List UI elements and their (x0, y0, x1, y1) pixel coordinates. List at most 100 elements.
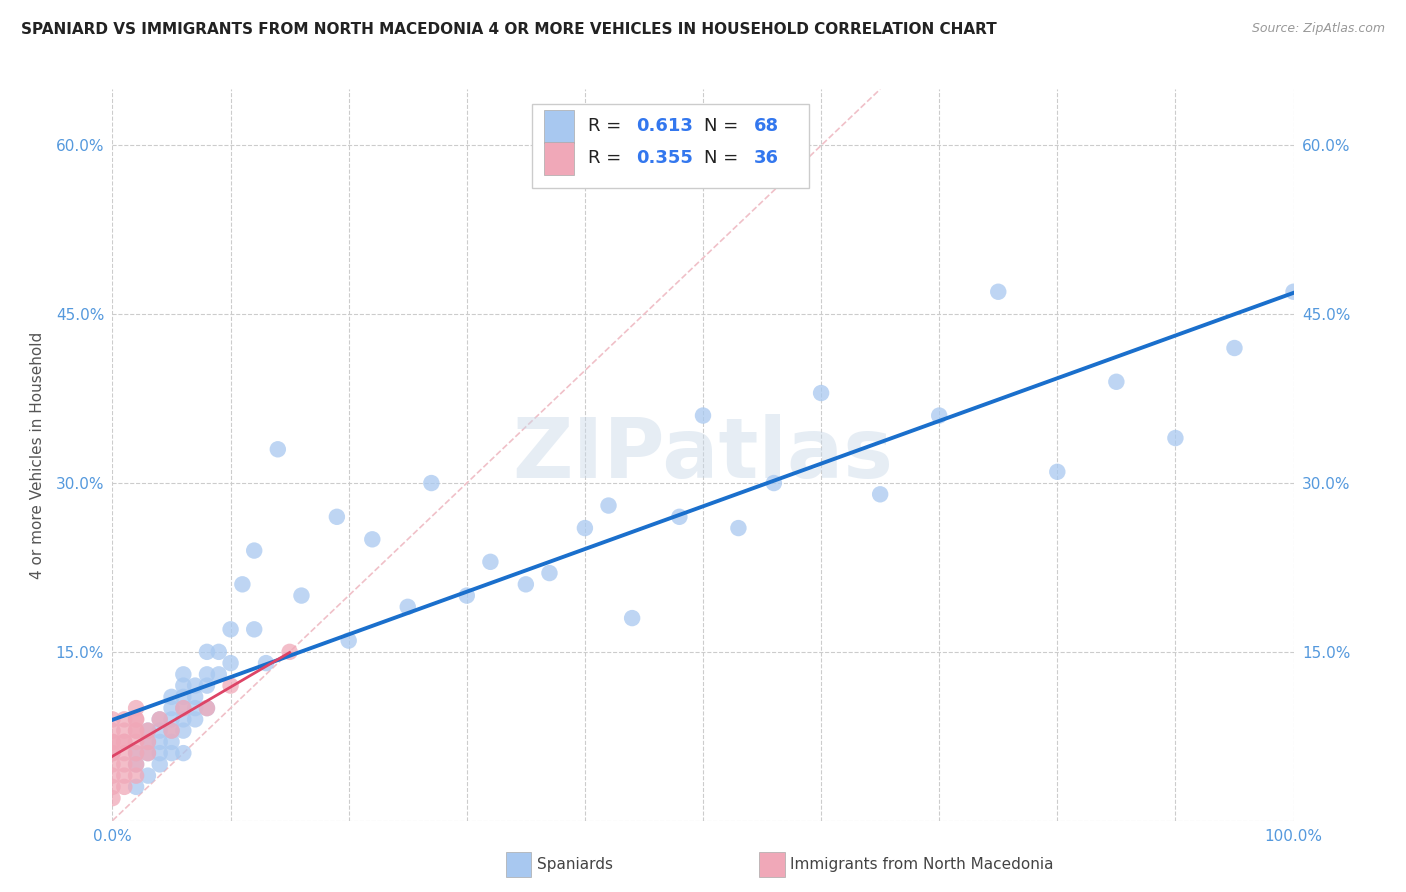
Point (101, 735, 124, 749)
Point (1164, 431, 1187, 445)
Point (101, 735, 124, 749)
Point (231, 577, 253, 591)
Text: N =: N = (704, 149, 744, 168)
Point (290, 589, 312, 603)
Point (172, 746, 194, 760)
Point (136, 746, 159, 760)
Point (149, 712, 172, 726)
Point (598, 499, 620, 513)
Point (101, 746, 124, 760)
Point (762, 476, 785, 491)
Point (101, 746, 124, 760)
Point (160, 723, 183, 738)
Point (125, 701, 148, 715)
Point (125, 712, 148, 726)
Point (396, 599, 419, 614)
Text: 36: 36 (754, 149, 779, 168)
Point (112, 712, 135, 726)
Text: 0.613: 0.613 (636, 117, 693, 135)
Point (538, 566, 561, 580)
Point (456, 589, 478, 603)
Point (101, 791, 124, 805)
Point (136, 723, 159, 738)
Point (136, 769, 159, 783)
Point (987, 285, 1010, 299)
Point (208, 667, 231, 681)
Point (184, 701, 207, 715)
Point (149, 712, 172, 726)
Point (1105, 375, 1128, 389)
Point (172, 712, 194, 726)
Point (149, 735, 172, 749)
Text: R =: R = (589, 117, 627, 135)
Point (243, 623, 266, 637)
Point (172, 723, 194, 738)
Point (101, 757, 124, 772)
Text: Source: ZipAtlas.com: Source: ZipAtlas.com (1251, 22, 1385, 36)
Point (160, 712, 183, 726)
Point (125, 757, 148, 772)
Point (869, 487, 891, 501)
Point (1223, 341, 1246, 355)
Point (361, 533, 384, 547)
Text: 0.355: 0.355 (636, 149, 693, 168)
Point (125, 723, 148, 738)
Y-axis label: 4 or more Vehicles in Household: 4 or more Vehicles in Household (30, 331, 45, 579)
Point (195, 645, 218, 659)
Point (112, 735, 135, 749)
FancyBboxPatch shape (531, 103, 810, 188)
Point (621, 611, 644, 625)
Text: ZIPatlas: ZIPatlas (513, 415, 893, 495)
Point (125, 757, 148, 772)
Point (125, 769, 148, 783)
Point (326, 509, 349, 524)
Point (101, 769, 124, 783)
Point (160, 735, 183, 749)
Point (172, 690, 194, 704)
Point (112, 769, 135, 783)
Text: N =: N = (704, 117, 744, 135)
Point (928, 409, 950, 423)
Point (195, 667, 218, 681)
Point (278, 645, 301, 659)
Point (1282, 285, 1305, 299)
FancyBboxPatch shape (544, 110, 574, 143)
Point (219, 679, 242, 693)
Point (125, 780, 148, 794)
Point (208, 645, 231, 659)
Point (184, 679, 207, 693)
Point (101, 723, 124, 738)
Point (125, 735, 148, 749)
Text: 68: 68 (754, 117, 779, 135)
Point (1046, 465, 1069, 479)
Point (727, 521, 749, 535)
Text: Spaniards: Spaniards (537, 857, 613, 871)
Point (125, 712, 148, 726)
Point (267, 442, 290, 457)
Point (136, 735, 159, 749)
Point (125, 723, 148, 738)
Point (810, 386, 832, 401)
Point (136, 723, 159, 738)
Point (668, 509, 690, 524)
Point (219, 623, 242, 637)
Point (172, 679, 194, 693)
Point (149, 723, 172, 738)
Point (112, 735, 135, 749)
Point (160, 746, 183, 760)
Text: SPANIARD VS IMMIGRANTS FROM NORTH MACEDONIA 4 OR MORE VEHICLES IN HOUSEHOLD CORR: SPANIARD VS IMMIGRANTS FROM NORTH MACEDO… (21, 22, 997, 37)
Point (479, 555, 502, 569)
Point (195, 701, 218, 715)
Text: R =: R = (589, 149, 627, 168)
Point (172, 701, 194, 715)
Point (112, 723, 135, 738)
Point (515, 577, 537, 591)
Point (184, 690, 207, 704)
Point (195, 701, 218, 715)
Point (254, 656, 277, 670)
Point (184, 712, 207, 726)
Point (337, 633, 360, 648)
Point (101, 712, 124, 726)
Point (136, 746, 159, 760)
Point (420, 476, 443, 491)
